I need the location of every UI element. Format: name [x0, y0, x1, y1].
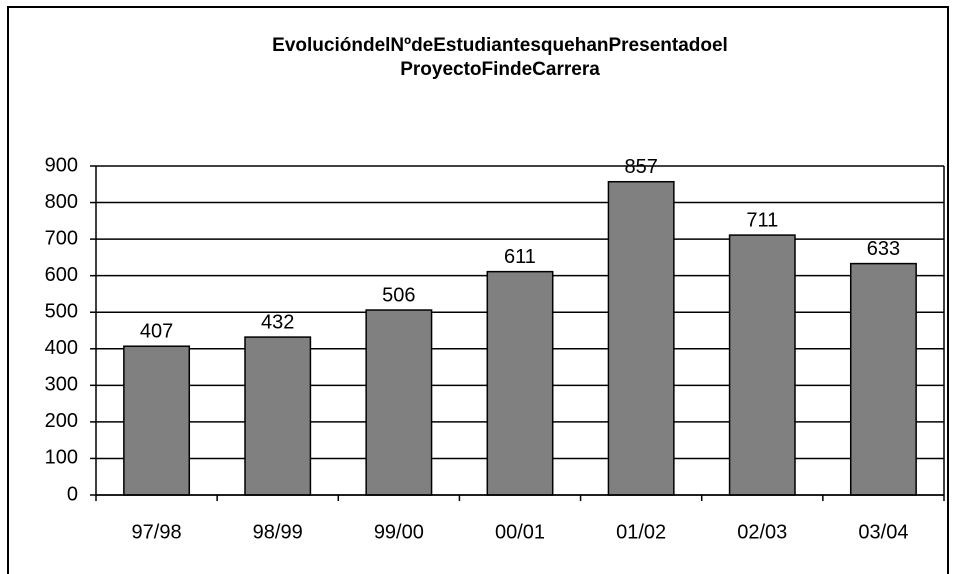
x-tick-label: 00/01	[495, 521, 545, 543]
y-tick-label: 500	[45, 301, 78, 323]
y-tick-label: 700	[45, 227, 78, 249]
data-label: 506	[382, 284, 415, 306]
bar	[728, 234, 796, 496]
x-tick-label: 01/02	[616, 521, 666, 543]
data-label: 432	[261, 311, 294, 333]
y-tick-label: 0	[67, 483, 78, 505]
x-tick-label: 97/98	[132, 521, 182, 543]
x-tick-label: 03/04	[858, 521, 908, 543]
y-tick-label: 300	[45, 374, 78, 396]
y-tick-label: 400	[45, 337, 78, 359]
data-label: 857	[624, 156, 657, 178]
data-label: 611	[504, 246, 536, 268]
bar	[849, 262, 917, 496]
bar	[486, 270, 554, 496]
y-tick-label: 200	[45, 410, 78, 432]
bar	[244, 336, 312, 496]
x-tick-label: 98/99	[253, 521, 303, 543]
data-label: 633	[867, 238, 900, 260]
y-tick-label: 900	[45, 154, 78, 176]
y-tick-label: 800	[45, 191, 78, 213]
x-tick-label: 99/00	[374, 521, 424, 543]
y-tick-label: 100	[45, 447, 78, 469]
chart-frame	[7, 6, 949, 574]
y-tick-label: 600	[45, 264, 78, 286]
chart-title: ProyectoFindeCarrera	[400, 59, 600, 80]
data-label: 711	[746, 209, 778, 231]
x-tick-label: 02/03	[737, 521, 787, 543]
chart-title: EvolucióndelNºdeEstudiantesquehanPresent…	[272, 35, 728, 56]
bar	[123, 345, 191, 496]
data-label: 407	[140, 321, 173, 343]
bar	[607, 180, 675, 496]
bar	[365, 309, 433, 496]
